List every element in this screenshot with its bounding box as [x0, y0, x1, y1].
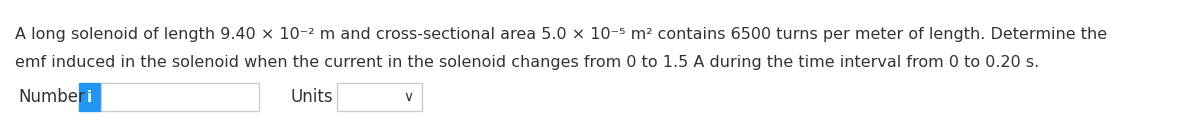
Text: Units: Units — [290, 88, 332, 106]
Text: i: i — [88, 90, 92, 105]
FancyBboxPatch shape — [78, 83, 101, 111]
FancyBboxPatch shape — [101, 83, 258, 111]
Text: A long solenoid of length 9.40 × 10⁻² m and cross-sectional area 5.0 × 10⁻⁵ m² c: A long solenoid of length 9.40 × 10⁻² m … — [16, 27, 1108, 42]
Text: ∨: ∨ — [403, 90, 414, 104]
Text: Number: Number — [19, 88, 85, 106]
FancyBboxPatch shape — [337, 83, 422, 111]
Text: emf induced in the solenoid when the current in the solenoid changes from 0 to 1: emf induced in the solenoid when the cur… — [16, 55, 1039, 70]
